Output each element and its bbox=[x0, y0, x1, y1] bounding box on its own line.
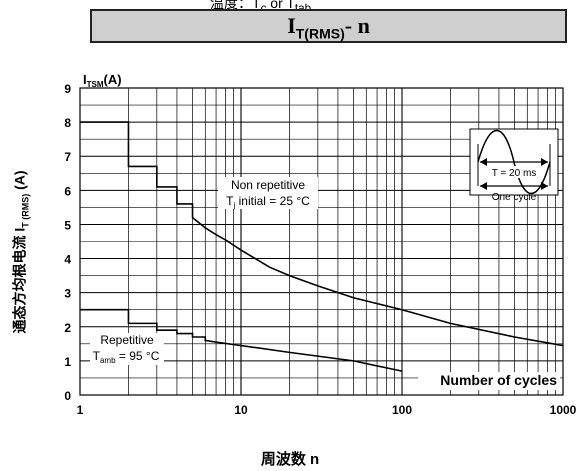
y-tick-label: 7 bbox=[64, 150, 71, 164]
waveform-inset: T = 20 ms One cycle bbox=[469, 128, 559, 203]
plot-frame bbox=[79, 87, 564, 396]
inset-one-cycle-label: One cycle bbox=[492, 192, 537, 203]
annotation-repetitive-bg bbox=[90, 333, 164, 365]
y-tick-label: 5 bbox=[64, 218, 71, 232]
top-caption-sub-2: tab bbox=[294, 1, 312, 9]
number-of-cycles-label: Number of cycles bbox=[440, 372, 557, 388]
y-tick-label: 3 bbox=[64, 287, 71, 301]
number-of-cycles-bg bbox=[418, 372, 560, 390]
x-tick-label: 1 bbox=[77, 403, 84, 417]
series-line-non-repetitive bbox=[80, 121, 564, 347]
top-caption-text-2: or T bbox=[266, 0, 295, 9]
series-line-repetitive bbox=[80, 308, 403, 372]
inset-period-label: T = 20 ms bbox=[492, 168, 537, 179]
annotation-non-repetitive-temp: Tj initial = 25 °C bbox=[226, 194, 310, 210]
chart-title: IT(RMS)- n bbox=[90, 9, 567, 43]
annotation-non-repetitive-bg bbox=[218, 177, 318, 209]
top-caption-sub: c bbox=[260, 1, 267, 9]
y-tick-label: 2 bbox=[64, 321, 71, 335]
y-tick-label: 6 bbox=[64, 184, 71, 198]
y-tick-label: 0 bbox=[64, 389, 71, 403]
inner-y-title: ITSM(A) bbox=[83, 72, 122, 89]
x-tick-label: 10 bbox=[234, 403, 248, 417]
series-layer bbox=[80, 121, 564, 372]
x-tick-label: 100 bbox=[392, 403, 412, 417]
y-tick-label: 1 bbox=[64, 355, 71, 369]
top-caption: 温度：Tc or Ttab bbox=[210, 0, 510, 9]
x-axis-label: 周波数 n bbox=[260, 451, 320, 468]
annotation-repetitive-temp: Tamb = 95 °C bbox=[93, 349, 160, 365]
x-tick-label: 1000 bbox=[550, 403, 577, 417]
y-tick-label: 9 bbox=[64, 82, 71, 96]
chart-title-sub: T(RMS) bbox=[295, 25, 345, 42]
chart-title-suffix: - n bbox=[344, 13, 370, 38]
top-caption-text: 温度：T bbox=[210, 0, 261, 9]
y-tick-label: 8 bbox=[64, 116, 71, 130]
chart-title-main: I bbox=[287, 13, 296, 38]
y-tick-label: 4 bbox=[64, 253, 71, 267]
annotation-repetitive: Repetitive bbox=[100, 333, 154, 347]
annotation-non-repetitive: Non repetitive bbox=[231, 178, 305, 192]
